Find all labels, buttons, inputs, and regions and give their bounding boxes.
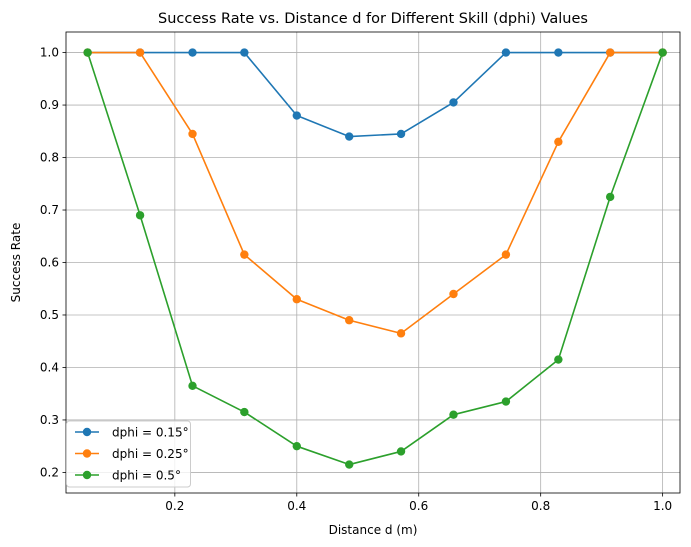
x-tick-label: 0.8 bbox=[531, 499, 550, 513]
data-point bbox=[345, 460, 354, 469]
y-tick-label: 0.9 bbox=[40, 98, 59, 112]
data-point bbox=[605, 192, 615, 202]
y-axis-label: Success Rate bbox=[9, 223, 23, 303]
legend-marker bbox=[82, 427, 92, 437]
data-point bbox=[240, 250, 249, 259]
data-point bbox=[83, 48, 92, 57]
data-point bbox=[501, 48, 511, 57]
legend-marker bbox=[82, 470, 92, 480]
data-point bbox=[188, 381, 197, 391]
data-point bbox=[554, 355, 563, 364]
data-point bbox=[449, 410, 458, 419]
data-point bbox=[449, 98, 458, 107]
data-point bbox=[501, 397, 511, 406]
data-point bbox=[292, 111, 301, 120]
data-point bbox=[396, 129, 406, 139]
data-point bbox=[188, 48, 197, 57]
data-point bbox=[188, 129, 197, 139]
series-line bbox=[87, 51, 663, 335]
data-point bbox=[554, 137, 563, 146]
y-tick-label: 0.5 bbox=[40, 308, 59, 322]
x-tick-label: 1.0 bbox=[653, 499, 672, 513]
data-point bbox=[135, 48, 145, 57]
y-tick-label: 0.2 bbox=[40, 465, 59, 479]
x-tick-label: 0.6 bbox=[409, 499, 428, 513]
legend-frame bbox=[66, 420, 191, 488]
data-point bbox=[554, 48, 563, 57]
legend-item: dphi = 0.5° bbox=[75, 469, 181, 483]
data-point bbox=[240, 48, 249, 57]
data-point bbox=[605, 48, 615, 57]
y-tick-label: 1.0 bbox=[40, 46, 59, 60]
y-tick-label: 0.4 bbox=[40, 360, 59, 374]
ticks: 0.2 0.4 0.6 0.8 1.0 0.2 0.3 0.4 0.5 0.6 0.7 0.8 0.9 1… bbox=[40, 46, 672, 513]
data-point bbox=[135, 211, 145, 220]
legend: dphi = 0.15° dphi = 0.25° dphi = 0.5° bbox=[66, 420, 191, 488]
series-line bbox=[87, 51, 663, 138]
series-line bbox=[86, 52, 664, 466]
y-tick-label: 0.6 bbox=[40, 256, 59, 270]
legend-marker bbox=[82, 449, 92, 458]
data-point bbox=[658, 48, 667, 57]
data-point bbox=[396, 329, 406, 338]
legend-label: dphi = 0.5° bbox=[112, 469, 181, 483]
series-layer bbox=[83, 48, 667, 469]
x-axis-label: Distance d (m) bbox=[329, 523, 418, 537]
data-point bbox=[240, 407, 249, 417]
y-tick-label: 0.7 bbox=[40, 203, 59, 217]
x-tick-label: 0.2 bbox=[165, 499, 184, 513]
legend-item: dphi = 0.25° bbox=[75, 447, 189, 461]
legend-label: dphi = 0.25° bbox=[112, 447, 189, 461]
data-point bbox=[292, 441, 301, 451]
x-tick-label: 0.4 bbox=[287, 499, 306, 513]
data-point bbox=[345, 132, 354, 141]
legend-item: dphi = 0.15° bbox=[75, 426, 189, 440]
y-tick-label: 0.8 bbox=[40, 151, 59, 165]
series-2 bbox=[83, 48, 667, 338]
data-point bbox=[501, 250, 511, 259]
data-point bbox=[345, 316, 354, 325]
data-point bbox=[396, 447, 406, 456]
grid bbox=[66, 32, 680, 493]
y-tick-label: 0.3 bbox=[40, 413, 59, 427]
data-point bbox=[292, 295, 301, 304]
chart-title: Success Rate vs. Distance d for Differen… bbox=[158, 11, 588, 27]
series-3 bbox=[83, 48, 667, 469]
legend-label: dphi = 0.15° bbox=[112, 426, 189, 440]
data-point bbox=[449, 289, 458, 299]
